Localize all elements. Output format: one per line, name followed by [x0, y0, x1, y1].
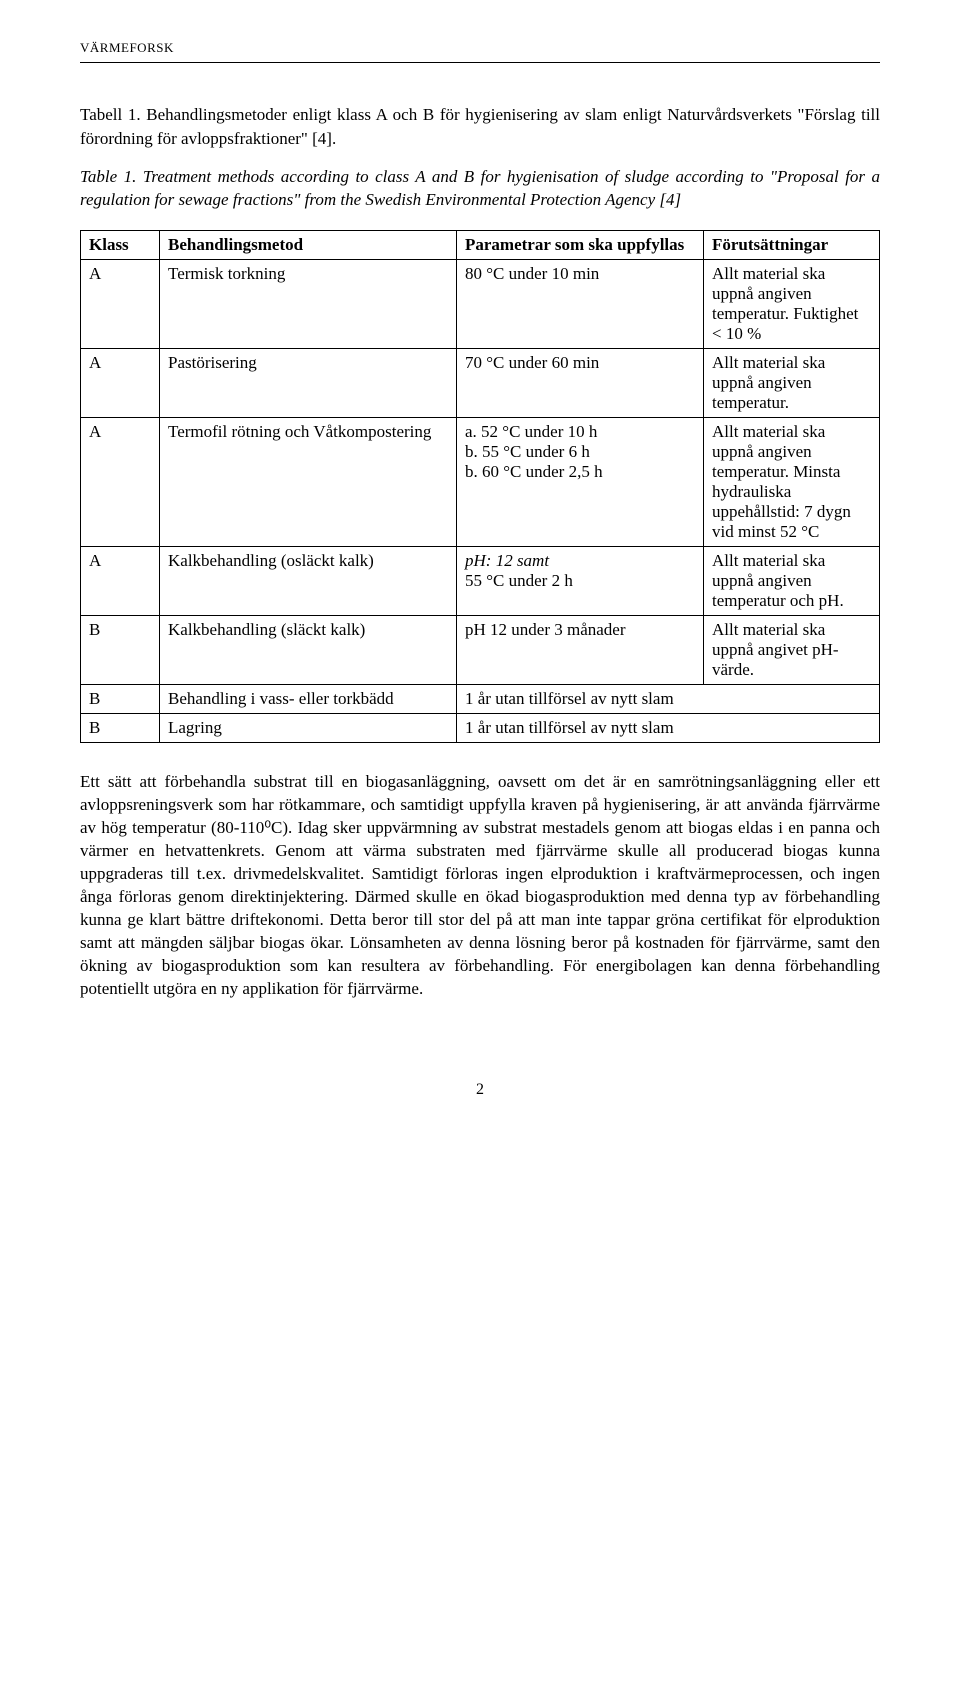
- table-header-row: Klass Behandlingsmetod Parametrar som sk…: [81, 231, 880, 260]
- cell-klass: B: [81, 685, 160, 714]
- cell-param: pH: 12 samt55 °C under 2 h: [457, 547, 704, 616]
- cell-param: 1 år utan tillförsel av nytt slam: [457, 685, 880, 714]
- treatment-table: Klass Behandlingsmetod Parametrar som sk…: [80, 230, 880, 743]
- cell-klass: A: [81, 547, 160, 616]
- cell-metod: Termisk torkning: [160, 260, 457, 349]
- page-number: 2: [80, 1081, 880, 1099]
- table-caption-sv: Tabell 1. Behandlingsmetoder enligt klas…: [80, 103, 880, 151]
- cell-param: 70 °C under 60 min: [457, 349, 704, 418]
- table-row: APastörisering70 °C under 60 minAllt mat…: [81, 349, 880, 418]
- cell-param: 1 år utan tillförsel av nytt slam: [457, 714, 880, 743]
- page-container: VÄRMEFORSK Tabell 1. Behandlingsmetoder …: [0, 0, 960, 1139]
- cell-forutsattningar: Allt material ska uppnå angiven temperat…: [704, 349, 880, 418]
- cell-param: pH 12 under 3 månader: [457, 616, 704, 685]
- cell-forutsattningar: Allt material ska uppnå angiven temperat…: [704, 260, 880, 349]
- col-header-klass: Klass: [81, 231, 160, 260]
- cell-klass: B: [81, 714, 160, 743]
- table-row: BLagring1 år utan tillförsel av nytt sla…: [81, 714, 880, 743]
- cell-param: 80 °C under 10 min: [457, 260, 704, 349]
- header-rule: [80, 62, 880, 63]
- col-header-for: Förutsättningar: [704, 231, 880, 260]
- cell-forutsattningar: Allt material ska uppnå angiven temperat…: [704, 418, 880, 547]
- table-row: BKalkbehandling (släckt kalk)pH 12 under…: [81, 616, 880, 685]
- cell-metod: Termofil rötning och Våtkompostering: [160, 418, 457, 547]
- cell-klass: A: [81, 418, 160, 547]
- cell-metod: Behandling i vass- eller torkbädd: [160, 685, 457, 714]
- cell-metod: Kalkbehandling (osläckt kalk): [160, 547, 457, 616]
- table-row: ATermofil rötning och Våtkomposteringa. …: [81, 418, 880, 547]
- cell-klass: A: [81, 349, 160, 418]
- cell-forutsattningar: Allt material ska uppnå angiven temperat…: [704, 547, 880, 616]
- body-paragraph: Ett sätt att förbehandla substrat till e…: [80, 771, 880, 1000]
- cell-param: a. 52 °C under 10 hb. 55 °C under 6 hb. …: [457, 418, 704, 547]
- cell-metod: Lagring: [160, 714, 457, 743]
- table-row: BBehandling i vass- eller torkbädd1 år u…: [81, 685, 880, 714]
- cell-forutsattningar: Allt material ska uppnå angivet pH-värde…: [704, 616, 880, 685]
- col-header-metod: Behandlingsmetod: [160, 231, 457, 260]
- table-row: ATermisk torkning80 °C under 10 minAllt …: [81, 260, 880, 349]
- cell-metod: Pastörisering: [160, 349, 457, 418]
- table-row: AKalkbehandling (osläckt kalk)pH: 12 sam…: [81, 547, 880, 616]
- cell-klass: A: [81, 260, 160, 349]
- table-caption-en: Table 1. Treatment methods according to …: [80, 165, 880, 213]
- cell-klass: B: [81, 616, 160, 685]
- cell-metod: Kalkbehandling (släckt kalk): [160, 616, 457, 685]
- col-header-param: Parametrar som ska uppfyllas: [457, 231, 704, 260]
- header-brand: VÄRMEFORSK: [80, 40, 880, 56]
